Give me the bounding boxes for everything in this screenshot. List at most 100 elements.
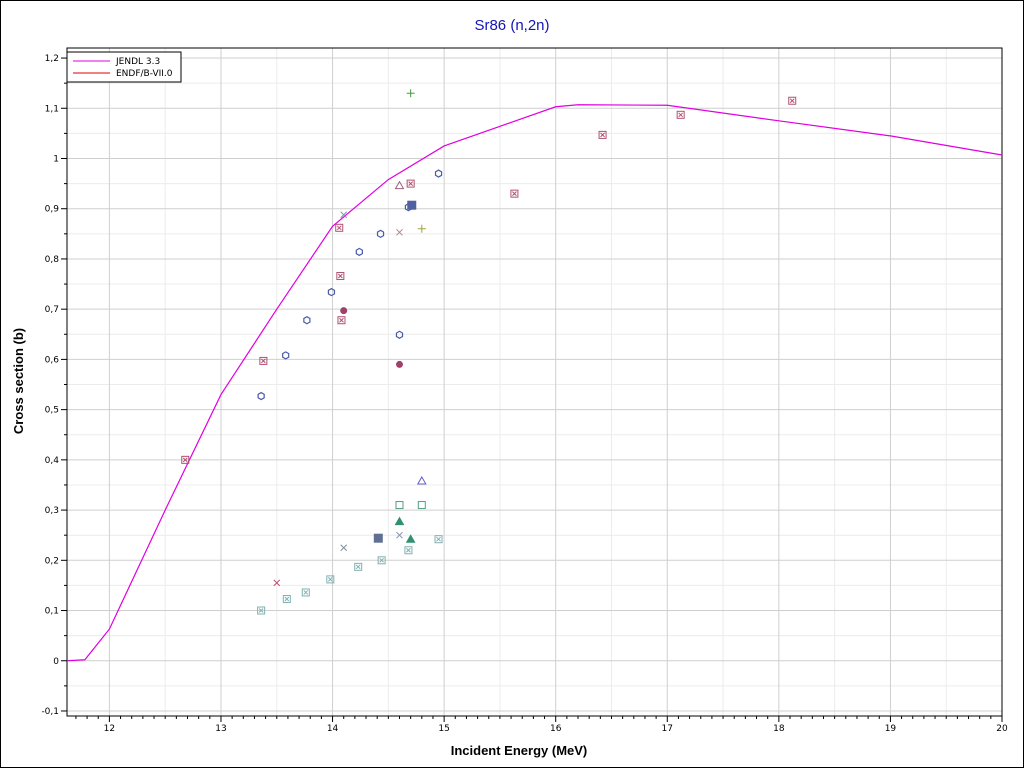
y-tick-label: 0,5 xyxy=(45,406,59,416)
data-point-boxx xyxy=(354,562,363,571)
legend-box xyxy=(66,51,182,83)
marker-box xyxy=(434,535,443,544)
y-tick-label: 1,2 xyxy=(45,54,59,64)
data-point-boxx xyxy=(406,179,415,188)
marker-cross xyxy=(336,225,342,231)
data-point-boxx xyxy=(404,546,413,555)
data-point-triangle xyxy=(394,180,405,190)
data-point-boxx xyxy=(282,594,291,603)
marker-plus xyxy=(417,224,426,233)
marker-cross xyxy=(303,590,309,595)
y-tick-label: 0,3 xyxy=(45,506,59,516)
marker-square xyxy=(395,501,404,510)
marker-cross xyxy=(284,596,290,602)
x-tick-label: 17 xyxy=(662,724,673,734)
marker-cross xyxy=(379,557,384,563)
data-point-triangle-filled xyxy=(405,534,416,543)
plot-area: 12 13 14 15 16 17 18 19 20 -0,1 0 0,1 0,2 0,3 0,4 0,5 0,… xyxy=(41,47,1008,734)
y-tick-label: 0,8 xyxy=(45,255,60,265)
marker-hexagon xyxy=(395,330,404,339)
marker-box xyxy=(354,562,363,571)
marker-cross xyxy=(678,112,684,118)
data-point-boxx xyxy=(257,606,266,615)
marker-cross xyxy=(339,317,344,323)
marker-x xyxy=(396,531,403,539)
marker-box xyxy=(337,316,346,325)
data-point-square-filled xyxy=(407,200,417,210)
marker-cross xyxy=(408,181,414,186)
x-tick-label: 12 xyxy=(104,724,115,734)
data-point-boxx xyxy=(598,130,607,139)
legend-label-jendl: JENDL 3.3 xyxy=(115,57,160,67)
data-point-plus xyxy=(406,89,415,98)
data-point-triangle xyxy=(416,475,427,485)
marker-box xyxy=(257,606,266,615)
y-tick-label: 0,7 xyxy=(45,305,59,315)
series-line-0 xyxy=(66,104,1003,662)
x-tick-label: 15 xyxy=(438,724,449,734)
y-tick-label: 0 xyxy=(53,657,59,667)
x-tick-label: 14 xyxy=(327,724,339,734)
y-axis-label: Cross section (b) xyxy=(11,328,26,434)
y-tick-label: 0,9 xyxy=(45,205,60,215)
marker-hexagon xyxy=(327,287,336,297)
data-point-boxx xyxy=(335,223,344,232)
marker-box xyxy=(336,272,345,281)
y-tick-label: 0,6 xyxy=(45,355,60,365)
data-point-square-filled xyxy=(373,533,383,543)
data-point-hexagon xyxy=(395,330,404,339)
data-point-boxx xyxy=(336,272,345,281)
marker-box xyxy=(406,179,415,188)
marker-x xyxy=(340,544,348,552)
marker-box xyxy=(510,189,519,198)
data-point-hexagon xyxy=(376,229,385,239)
marker-hexagon xyxy=(303,316,311,325)
marker-cross xyxy=(436,536,441,542)
marker-cross xyxy=(261,358,266,364)
data-point-boxx xyxy=(337,316,346,325)
marker-x xyxy=(340,211,348,219)
marker-square-filled xyxy=(373,533,383,543)
marker-x xyxy=(273,579,281,587)
marker-triangle xyxy=(416,475,427,485)
marker-cross xyxy=(327,577,333,582)
marker-cross xyxy=(789,98,795,104)
marker-plus xyxy=(406,89,415,98)
marker-box xyxy=(788,96,797,105)
data-point-hexagon xyxy=(327,287,336,297)
marker-box xyxy=(335,223,344,232)
data-point-hexagon xyxy=(282,351,290,360)
marker-box xyxy=(377,556,386,565)
data-point-boxx xyxy=(510,189,519,198)
marker-hexagon xyxy=(257,391,265,401)
data-point-hexagon xyxy=(257,391,265,401)
y-tick-label: 1,1 xyxy=(45,104,59,114)
data-point-boxx xyxy=(434,535,443,544)
marker-box xyxy=(259,356,268,365)
y-tick-label: 0,1 xyxy=(45,607,59,617)
x-axis-label: Incident Energy (MeV) xyxy=(451,743,588,758)
data-point-x xyxy=(396,531,403,539)
marker-cross xyxy=(355,564,361,570)
data-point-boxx xyxy=(301,588,310,597)
data-point-boxx xyxy=(181,455,190,464)
data-point-hexagon xyxy=(355,247,363,257)
marker-triangle-filled xyxy=(405,534,416,543)
y-tick-label: 0,2 xyxy=(45,556,59,566)
marker-cross xyxy=(600,132,605,138)
legend-label-endf: ENDF/B-VII.0 xyxy=(116,69,173,79)
marker-hexagon xyxy=(355,247,363,257)
data-point-boxx xyxy=(259,356,268,365)
x-tick-label: 13 xyxy=(215,724,226,734)
y-tick-label: -0,1 xyxy=(41,707,59,717)
data-point-square xyxy=(395,501,404,510)
data-point-boxx xyxy=(377,556,386,565)
data-point-circle-filled xyxy=(395,360,403,368)
x-tick-label: 19 xyxy=(885,724,897,734)
marker-box xyxy=(301,588,310,597)
marker-square xyxy=(417,501,426,510)
data-point-triangle-filled xyxy=(394,516,405,526)
y-tick-label: 0,4 xyxy=(45,456,60,466)
